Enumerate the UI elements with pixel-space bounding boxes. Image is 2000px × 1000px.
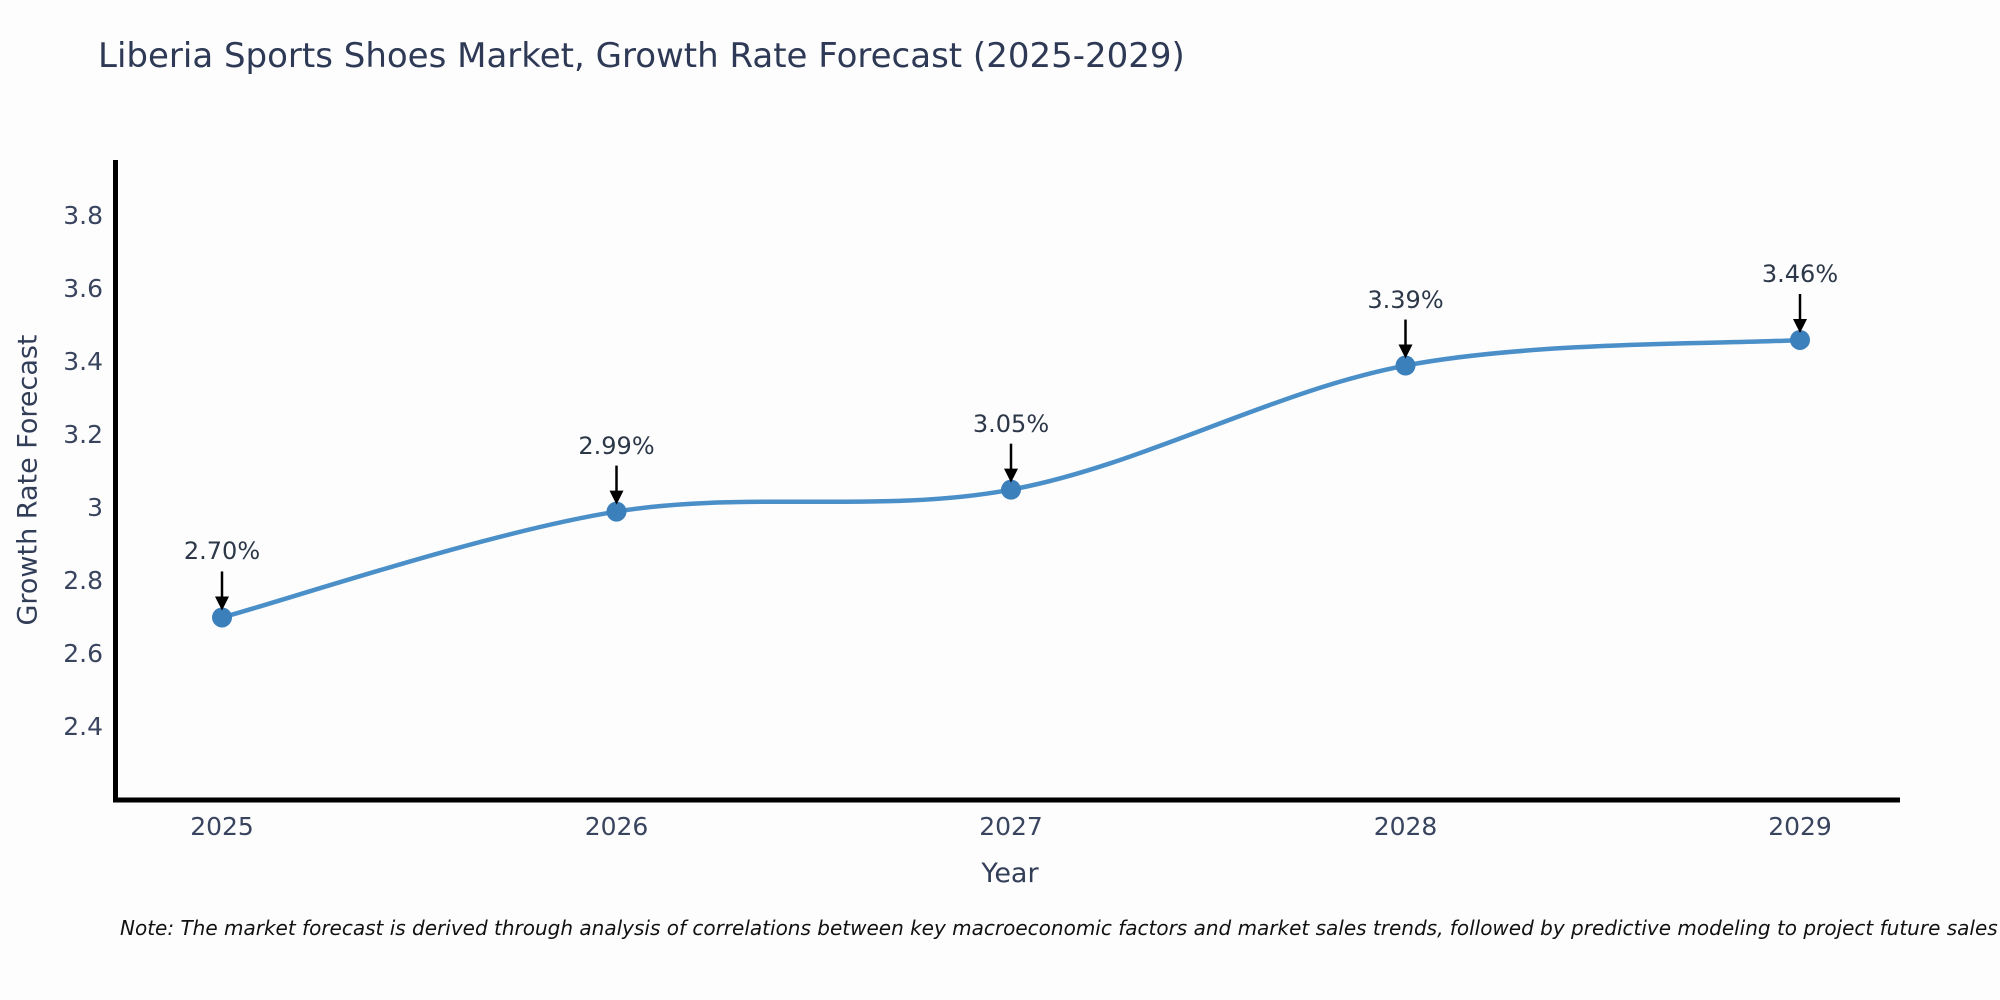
x-axis-label: Year (981, 858, 1039, 889)
data-point-marker (1395, 355, 1416, 376)
y-tick-label: 3.6 (63, 273, 103, 303)
y-tick-label: 3 (87, 492, 103, 522)
point-annotation: 3.39% (1367, 285, 1444, 314)
arrow-head (1004, 468, 1018, 483)
axis-spines (113, 160, 1900, 803)
y-tick-label: 3.2 (63, 419, 103, 449)
arrow-head (609, 490, 624, 505)
x-tick-label: 2027 (979, 812, 1043, 841)
data-point-marker (1790, 329, 1810, 350)
x-tick-label: 2026 (584, 812, 649, 841)
point-annotation: 3.05% (972, 409, 1050, 438)
data-point-marker (212, 607, 232, 628)
y-tick-label: 3.8 (63, 200, 103, 230)
data-point-marker (1001, 479, 1021, 500)
data-point-markers (212, 329, 1810, 628)
data-point-marker (606, 501, 627, 522)
chart-title: Liberia Sports Shoes Market, Growth Rate… (98, 36, 1185, 76)
x-tick-label: 2028 (1373, 812, 1438, 841)
arrow-head (1398, 344, 1413, 359)
footnote: Note: The market forecast is derived thr… (120, 916, 1998, 940)
x-tick-label: 2029 (1768, 812, 1832, 841)
point-annotation: 3.46% (1761, 259, 1839, 288)
annotation-arrows (215, 293, 1807, 611)
arrow-head (215, 596, 229, 611)
point-annotation: 2.99% (578, 431, 655, 460)
x-tick-label: 2025 (190, 812, 254, 841)
y-tick-label: 2.4 (63, 711, 103, 741)
arrow-head (1793, 318, 1807, 333)
y-tick-label: 2.6 (63, 638, 103, 668)
y-tick-label: 2.8 (63, 565, 103, 595)
y-tick-label: 3.4 (63, 346, 103, 376)
point-annotation: 2.70% (183, 537, 261, 566)
